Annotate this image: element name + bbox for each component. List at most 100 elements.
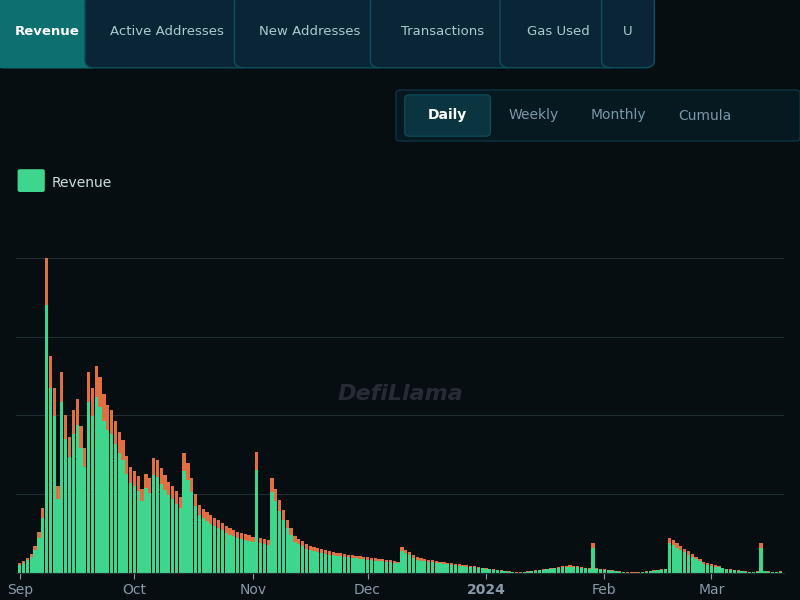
Bar bbox=[228, 528, 231, 573]
Bar bbox=[178, 497, 182, 508]
Bar bbox=[488, 569, 491, 573]
Bar bbox=[744, 571, 747, 573]
Bar bbox=[366, 557, 369, 560]
Bar bbox=[141, 489, 144, 502]
Bar bbox=[714, 565, 717, 573]
Bar bbox=[714, 565, 717, 566]
Bar bbox=[366, 557, 369, 573]
Bar bbox=[683, 548, 686, 573]
Text: Cumula: Cumula bbox=[678, 109, 731, 122]
Bar bbox=[129, 467, 132, 483]
Bar bbox=[496, 570, 499, 573]
Bar bbox=[427, 560, 430, 562]
Bar bbox=[687, 551, 690, 554]
Bar bbox=[251, 536, 254, 573]
Bar bbox=[458, 565, 461, 573]
Bar bbox=[213, 518, 216, 573]
Bar bbox=[759, 543, 762, 573]
Bar bbox=[622, 572, 625, 573]
Bar bbox=[270, 478, 274, 573]
Bar bbox=[362, 557, 366, 573]
Bar bbox=[442, 562, 446, 564]
Bar bbox=[225, 526, 228, 573]
Bar bbox=[378, 559, 381, 561]
Bar bbox=[331, 553, 334, 573]
Bar bbox=[41, 508, 44, 518]
Bar bbox=[576, 566, 579, 573]
Bar bbox=[389, 560, 392, 562]
Bar bbox=[450, 563, 454, 573]
Bar bbox=[83, 448, 86, 573]
Bar bbox=[41, 508, 44, 573]
Bar bbox=[251, 536, 254, 542]
Bar bbox=[698, 559, 702, 562]
Bar bbox=[255, 452, 258, 470]
Bar bbox=[106, 404, 110, 573]
Bar bbox=[328, 551, 331, 573]
Bar bbox=[45, 258, 48, 573]
Bar bbox=[466, 565, 469, 573]
Bar bbox=[335, 553, 338, 573]
Bar bbox=[729, 569, 732, 573]
Bar bbox=[309, 546, 312, 550]
Bar bbox=[354, 556, 358, 573]
Bar bbox=[408, 553, 411, 573]
Bar bbox=[595, 568, 598, 573]
Bar bbox=[462, 565, 465, 566]
Bar bbox=[397, 562, 400, 563]
Bar bbox=[423, 559, 426, 562]
Bar bbox=[137, 476, 140, 491]
Bar bbox=[759, 543, 762, 548]
Bar bbox=[133, 471, 136, 486]
Bar bbox=[561, 566, 564, 573]
Bar bbox=[94, 367, 98, 397]
Bar bbox=[668, 538, 671, 543]
Bar bbox=[206, 512, 209, 573]
Bar bbox=[423, 559, 426, 573]
Bar bbox=[324, 550, 327, 573]
Bar bbox=[286, 520, 289, 528]
Bar bbox=[690, 554, 694, 573]
Bar bbox=[404, 550, 407, 553]
Bar bbox=[98, 377, 102, 573]
Bar bbox=[247, 535, 250, 541]
Bar bbox=[618, 571, 622, 573]
Bar bbox=[339, 553, 342, 556]
Bar bbox=[72, 410, 75, 573]
Bar bbox=[431, 560, 434, 573]
Bar bbox=[60, 372, 63, 402]
Bar bbox=[114, 421, 117, 443]
Bar bbox=[53, 388, 56, 573]
Bar bbox=[255, 452, 258, 573]
Bar bbox=[194, 494, 198, 506]
Bar bbox=[210, 515, 213, 524]
Bar bbox=[175, 491, 178, 503]
Bar bbox=[221, 523, 224, 573]
Bar bbox=[702, 562, 706, 564]
Bar bbox=[270, 478, 274, 492]
Bar bbox=[286, 520, 289, 573]
Bar bbox=[431, 560, 434, 562]
Bar bbox=[22, 561, 26, 563]
Bar bbox=[206, 512, 209, 521]
Bar bbox=[282, 511, 285, 520]
Bar bbox=[774, 572, 778, 573]
Bar bbox=[87, 372, 90, 573]
Bar bbox=[671, 541, 675, 573]
Bar bbox=[374, 559, 377, 560]
Bar bbox=[679, 546, 682, 550]
Bar bbox=[466, 565, 469, 566]
Bar bbox=[320, 549, 323, 573]
Bar bbox=[90, 388, 94, 416]
Bar bbox=[591, 543, 594, 573]
Bar bbox=[462, 565, 465, 573]
Bar bbox=[259, 538, 262, 573]
Text: Revenue: Revenue bbox=[15, 25, 79, 38]
Bar bbox=[404, 550, 407, 573]
Bar bbox=[38, 532, 41, 573]
Bar bbox=[370, 558, 373, 573]
Bar bbox=[198, 505, 201, 515]
Bar bbox=[72, 410, 75, 434]
Bar bbox=[362, 557, 366, 559]
Bar bbox=[90, 388, 94, 573]
